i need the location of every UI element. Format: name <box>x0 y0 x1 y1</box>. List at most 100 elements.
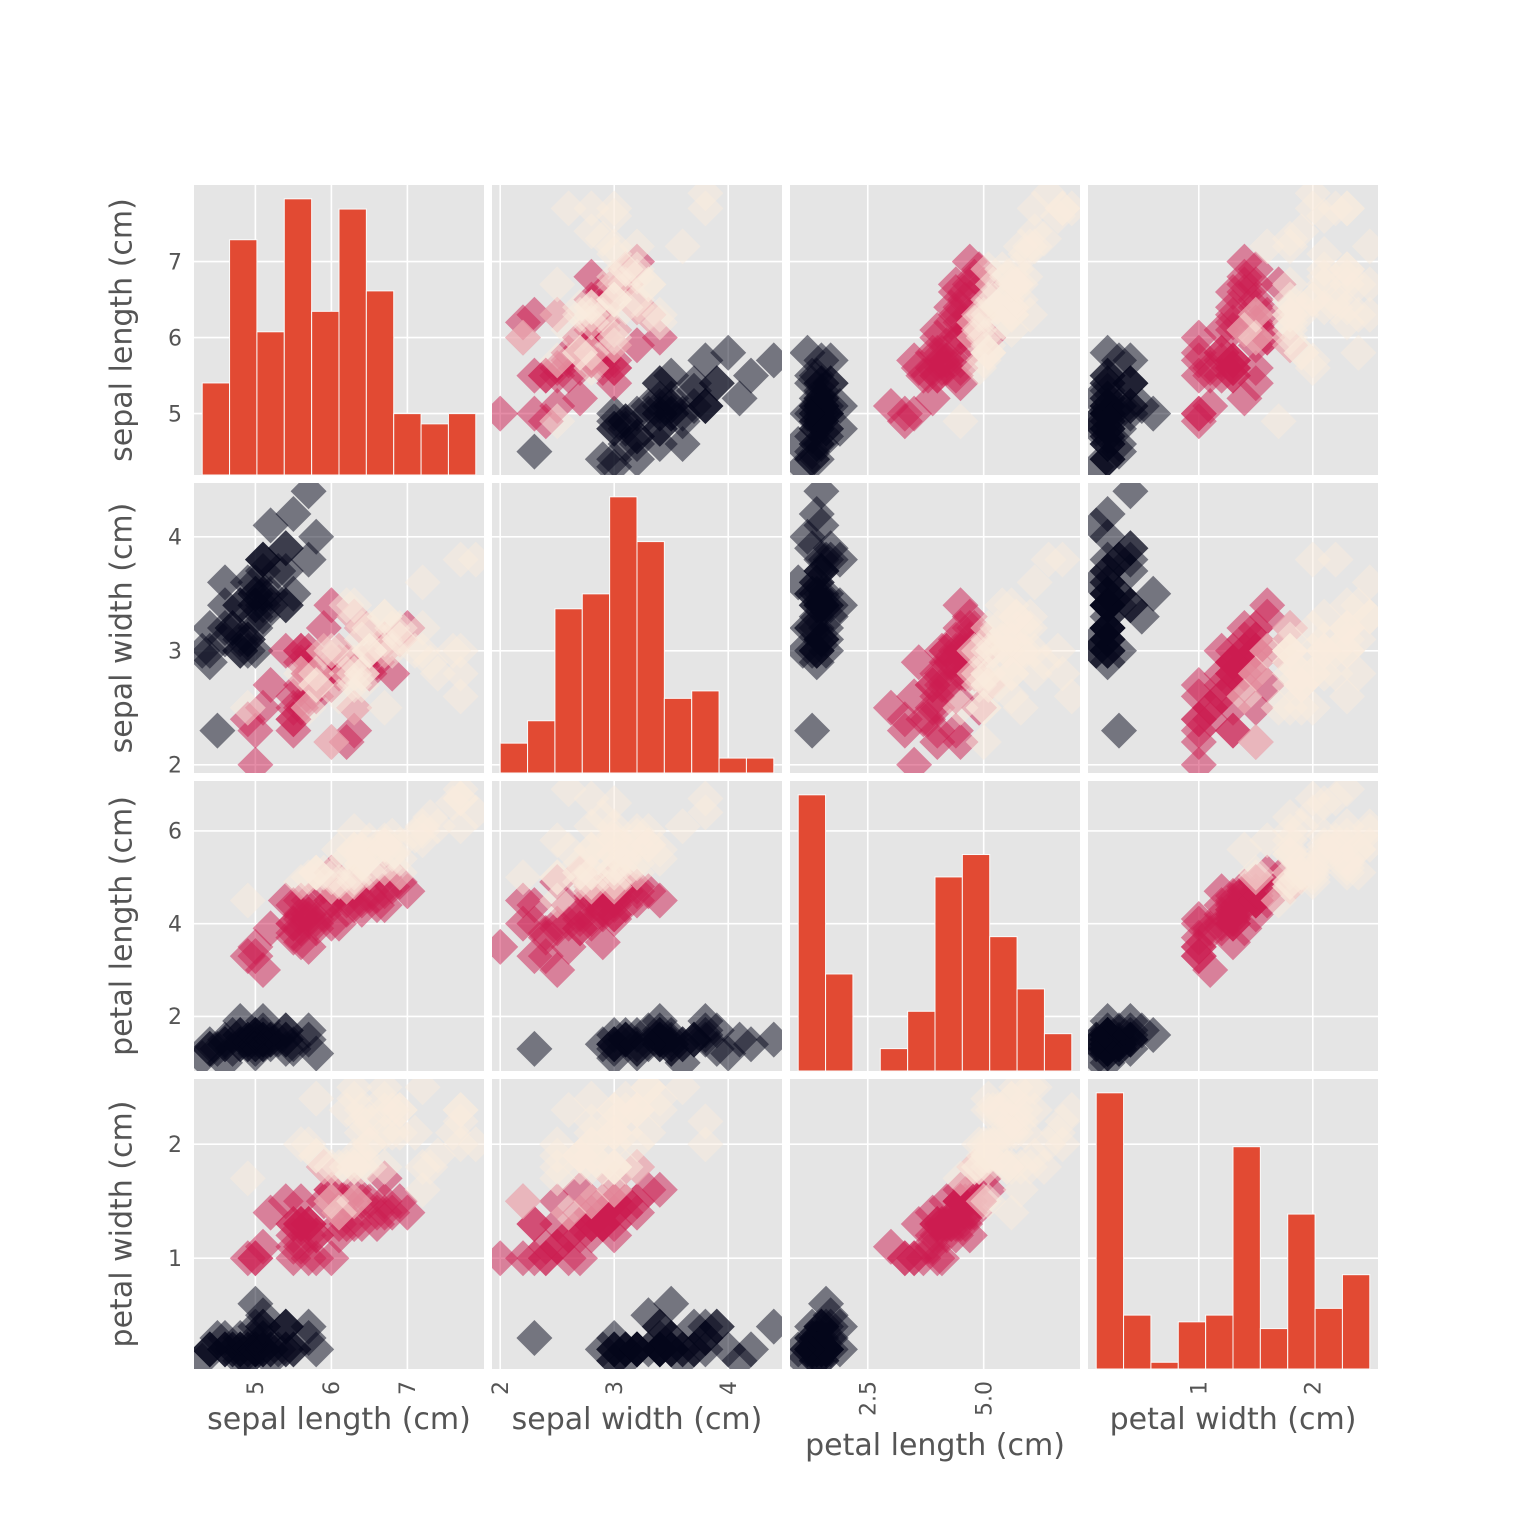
marker-virginica <box>321 1194 357 1231</box>
y-tick-label: 7 <box>168 250 182 275</box>
marker-setosa <box>1089 598 1126 635</box>
marker-versicolor <box>933 304 970 341</box>
marker-setosa <box>260 553 297 590</box>
hist-bar <box>718 757 747 774</box>
marker-setosa <box>653 357 690 394</box>
marker-versicolor <box>872 1228 909 1265</box>
marker-virginica <box>562 1137 599 1174</box>
marker-setosa <box>596 1026 633 1063</box>
marker-virginica <box>1328 840 1365 877</box>
marker-virginica <box>1016 564 1053 601</box>
marker-virginica <box>298 666 335 703</box>
x-tick-label: 2.5 <box>856 1381 881 1416</box>
hist-bar <box>1205 1314 1234 1370</box>
marker-setosa <box>1135 1016 1172 1053</box>
marker-versicolor <box>886 712 923 749</box>
panel-petal width (cm)-vs-sepal width (cm) <box>492 1079 782 1369</box>
marker-virginica <box>419 1137 456 1174</box>
marker-virginica <box>366 598 403 635</box>
marker-virginica <box>1271 327 1308 364</box>
y-axis-label-sepal-width: sepal width (cm) <box>104 502 140 754</box>
x-tick-label: 4 <box>717 1381 742 1395</box>
marker-versicolor <box>290 901 327 938</box>
x-tick-label: 5.0 <box>972 1381 997 1416</box>
marker-virginica <box>505 319 542 356</box>
x-tick-label: 3 <box>603 1381 628 1395</box>
marker-virginica <box>1012 296 1049 333</box>
marker-setosa <box>1112 483 1149 510</box>
marker-versicolor <box>1192 689 1229 726</box>
marker-setosa <box>290 483 327 510</box>
marker-virginica <box>1260 403 1297 440</box>
marker-virginica <box>305 854 342 891</box>
marker-virginica <box>573 296 610 333</box>
marker-virginica <box>562 334 599 371</box>
marker-virginica <box>404 1079 441 1106</box>
marker-setosa <box>252 507 289 544</box>
marker-setosa <box>798 598 835 635</box>
marker-versicolor <box>539 952 576 989</box>
y-axis-label-petal-width: petal width (cm) <box>104 1100 140 1348</box>
marker-versicolor <box>1215 342 1251 379</box>
marker-versicolor <box>539 1228 576 1265</box>
marker-setosa <box>653 395 690 432</box>
y-axis-label-sepal-length: sepal length (cm) <box>104 198 140 462</box>
hist-bar <box>283 198 313 476</box>
marker-virginica <box>539 266 576 303</box>
marker-virginica <box>942 403 979 440</box>
marker-virginica <box>539 882 576 919</box>
marker-setosa <box>798 395 835 432</box>
marker-versicolor <box>1180 357 1217 394</box>
marker-virginica <box>573 808 610 845</box>
y-tick-label: 3 <box>168 639 182 664</box>
marker-setosa <box>1089 553 1126 590</box>
hist-bar <box>1287 1213 1316 1370</box>
marker-virginica <box>1044 655 1080 692</box>
hist-bar <box>311 310 340 476</box>
marker-virginica <box>1328 190 1365 227</box>
marker-virginica <box>687 794 724 831</box>
marker-virginica <box>1340 334 1377 371</box>
marker-virginica <box>965 689 1002 726</box>
x-tick-label: 7 <box>396 1381 421 1395</box>
marker-setosa <box>207 1331 244 1368</box>
marker-virginica <box>562 854 599 891</box>
panel-sepal width (cm)-vs-sepal width (cm) <box>492 483 782 774</box>
panel-petal length (cm)-vs-sepal length (cm) <box>194 781 484 1071</box>
marker-setosa <box>596 441 633 475</box>
marker-setosa <box>803 372 840 409</box>
hist-bar <box>1259 1328 1289 1370</box>
marker-setosa <box>803 553 840 590</box>
marker-virginica <box>1317 541 1354 578</box>
marker-virginica <box>998 1079 1035 1106</box>
marker-virginica <box>596 281 633 318</box>
marker-virginica <box>419 655 456 692</box>
marker-virginica <box>1328 632 1365 669</box>
marker-virginica <box>1044 190 1080 227</box>
marker-setosa <box>755 1021 782 1058</box>
hist-bar <box>554 608 583 774</box>
marker-virginica <box>974 1126 1011 1163</box>
marker-setosa <box>790 334 826 371</box>
marker-versicolor <box>516 938 553 975</box>
hist-bar <box>1177 1321 1207 1370</box>
hist-bar <box>1314 1307 1343 1370</box>
marker-virginica <box>596 1126 633 1163</box>
hist-bar <box>1150 1361 1179 1370</box>
marker-virginica <box>1351 826 1378 863</box>
y-tick-label: 4 <box>168 912 182 937</box>
marker-virginica <box>1226 678 1263 715</box>
marker-virginica <box>539 1137 576 1174</box>
y-axis-label-petal-length: petal length (cm) <box>104 796 140 1056</box>
marker-virginica <box>1328 266 1365 303</box>
marker-setosa <box>237 1331 274 1368</box>
hist-bar <box>961 854 991 1072</box>
marker-virginica <box>1351 598 1378 635</box>
marker-versicolor <box>275 1240 312 1277</box>
marker-setosa <box>516 1319 553 1356</box>
marker-virginica <box>1016 213 1053 250</box>
marker-virginica <box>229 689 266 726</box>
marker-setosa <box>596 410 633 447</box>
panel-petal width (cm)-vs-sepal length (cm) <box>194 1079 484 1369</box>
